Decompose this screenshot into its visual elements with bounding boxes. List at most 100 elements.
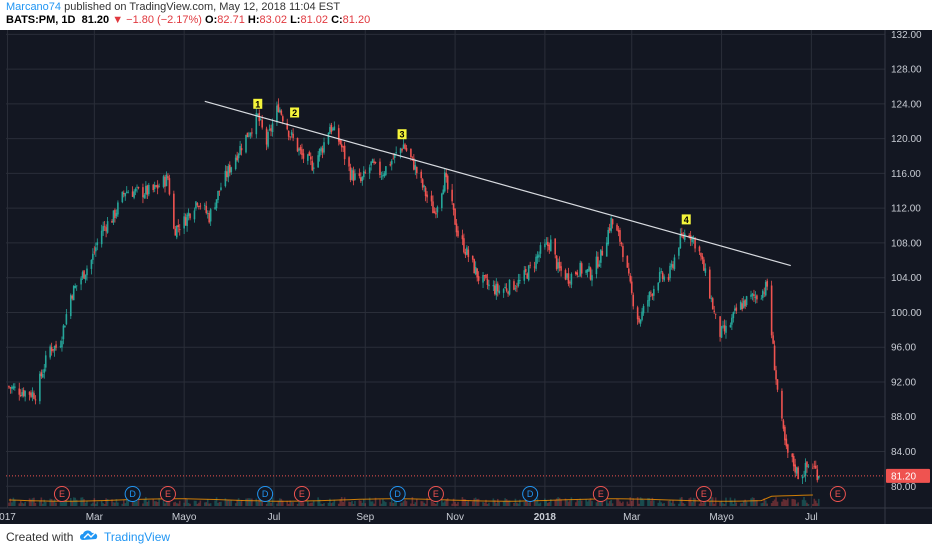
volume-bar: [564, 498, 567, 506]
volume-bar: [53, 499, 56, 506]
candle-body: [90, 259, 93, 269]
volume-bar: [14, 499, 16, 506]
candle-body: [92, 253, 94, 260]
candle-body: [585, 270, 587, 273]
volume-bar: [672, 500, 674, 506]
volume-bar: [178, 500, 181, 506]
author-link[interactable]: Marcano74: [6, 1, 62, 13]
candle-body: [678, 247, 680, 256]
candle-body: [290, 132, 293, 135]
volume-bar: [704, 500, 707, 506]
candle-body: [271, 123, 274, 133]
volume-bar: [742, 500, 745, 506]
candle-body: [426, 194, 428, 198]
volume-bar: [661, 503, 664, 506]
volume-bar: [153, 501, 156, 506]
volume-bar: [95, 503, 97, 506]
candle-body: [354, 173, 356, 180]
volume-bar: [227, 500, 230, 506]
volume-bar: [445, 499, 448, 506]
volume-bar: [455, 503, 458, 506]
volume-bar: [309, 502, 312, 506]
x-tick-label: Jul: [805, 512, 818, 523]
volume-bar: [620, 503, 623, 506]
point-marker-label: 1: [255, 99, 260, 109]
tradingview-brand[interactable]: TradingView: [104, 530, 171, 544]
open-label: O:: [205, 14, 218, 26]
y-tick-label: 108.00: [891, 238, 922, 249]
volume-bar: [49, 498, 51, 506]
candle-body: [296, 137, 299, 152]
volume-bar: [364, 503, 367, 506]
candle-body: [632, 294, 635, 307]
volume-bar: [100, 500, 103, 506]
publish-date: published on TradingView.com, May 12, 20…: [64, 1, 341, 13]
volume-bar: [663, 503, 665, 506]
volume-bar: [307, 500, 309, 506]
volume-bar: [354, 500, 356, 506]
candle-body: [206, 213, 209, 214]
candle-body: [165, 174, 168, 187]
price-chart[interactable]: 1 2 3 4 E D E D E D E D E E E 132.00 128.00 124.00 120.0…: [0, 30, 932, 524]
volume-bar: [558, 497, 561, 506]
volume-bar: [40, 497, 43, 506]
event-label: D: [394, 489, 401, 499]
symbol-label[interactable]: BATS:PM, 1D: [6, 14, 76, 26]
candle-body: [772, 335, 774, 344]
candle-body: [812, 467, 814, 469]
candle-body: [607, 230, 609, 245]
volume-bar: [508, 500, 511, 506]
volume-bar: [776, 501, 779, 506]
volume-bar: [775, 497, 777, 506]
point-marker-box: [290, 107, 300, 118]
candle-body: [670, 263, 673, 267]
candle-body: [410, 148, 412, 158]
volume-bar: [143, 499, 146, 506]
volume-bar: [729, 497, 732, 506]
volume-bar: [383, 501, 386, 506]
volume-bar: [218, 501, 221, 506]
volume-bar: [134, 501, 137, 506]
volume-bar: [368, 497, 371, 506]
volume-bar: [209, 503, 212, 506]
volume-bar: [289, 500, 291, 506]
candle-body: [486, 279, 489, 285]
volume-bar: [806, 502, 808, 506]
volume-bar: [349, 502, 352, 506]
candle-body: [753, 294, 755, 297]
candle-body: [595, 256, 598, 275]
candle-body: [155, 185, 157, 187]
candle-body: [430, 195, 433, 202]
volume-bar: [131, 501, 134, 506]
candle-body: [74, 285, 77, 288]
volume-bar: [122, 500, 125, 506]
candle-body: [267, 132, 269, 147]
volume-bar: [276, 503, 278, 506]
volume-bar: [608, 500, 611, 506]
candle-body: [630, 281, 633, 293]
volume-bar: [71, 501, 74, 506]
volume-bar: [321, 503, 324, 506]
candle-body: [807, 465, 810, 467]
volume-bar: [569, 500, 571, 506]
volume-bar: [239, 501, 241, 506]
candle-body: [495, 283, 498, 296]
volume-bar: [43, 499, 46, 506]
candle-body: [803, 476, 805, 478]
volume-bar: [112, 502, 115, 506]
volume-bar: [379, 499, 381, 506]
volume-bar: [557, 497, 559, 506]
volume-bar: [642, 499, 645, 506]
candle-body: [156, 184, 159, 189]
volume-bar: [158, 498, 160, 506]
candle-body: [628, 268, 630, 274]
candle-body: [464, 251, 467, 255]
volume-bar: [268, 500, 271, 506]
volume-bar: [228, 500, 231, 506]
volume-bar: [72, 497, 75, 506]
volume-bar: [488, 502, 490, 506]
candle-body: [309, 156, 312, 160]
candle-body: [708, 269, 711, 299]
volume-bar: [505, 499, 508, 506]
volume-bar: [105, 498, 107, 506]
